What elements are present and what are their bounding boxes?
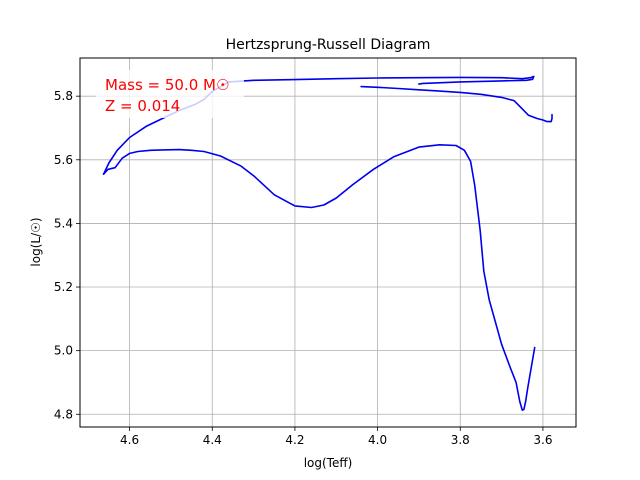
- evolution-track-segment-3: [360, 85, 553, 123]
- y-tick-label: 4.8: [54, 407, 73, 421]
- x-tick-label: 4.2: [285, 433, 304, 447]
- grid: [80, 58, 576, 427]
- x-tick-label: 4.6: [120, 433, 139, 447]
- y-tick-label: 5.6: [54, 153, 73, 167]
- y-tick-label: 5.4: [54, 216, 73, 230]
- annotation-mass: Mass = 50.0 M☉: [105, 76, 229, 94]
- x-tick-label: 4.0: [368, 433, 387, 447]
- evolution-track-segment-2: [102, 75, 535, 175]
- y-tick-label: 5.0: [54, 344, 73, 358]
- evolution-track-segment-1: [102, 144, 536, 411]
- annotation-box: [96, 70, 244, 118]
- x-tick-label: 4.4: [203, 433, 222, 447]
- x-tick-label: 3.8: [451, 433, 470, 447]
- y-tick-label: 5.2: [54, 280, 73, 294]
- chart-title: Hertzsprung-Russell Diagram: [226, 37, 431, 53]
- y-tick-label: 5.8: [54, 89, 73, 103]
- y-axis-label: log(L/☉): [29, 217, 43, 266]
- annotation-metallicity: Z = 0.014: [105, 97, 180, 115]
- x-tick-label: 3.6: [533, 433, 552, 447]
- plot-frame: [79, 57, 577, 428]
- x-axis-label: log(Teff): [304, 456, 353, 470]
- ticks: 4.6 4.4 4.2 4.0 3.8 3.6 4.8 5.0 5.2 5.4 5.6 5.8: [54, 89, 553, 447]
- series-layer: [102, 75, 553, 411]
